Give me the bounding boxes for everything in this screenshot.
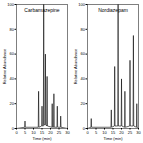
svg-text:20: 20 <box>81 101 86 106</box>
svg-text:60: 60 <box>10 51 15 56</box>
svg-text:25: 25 <box>57 130 62 135</box>
svg-text:30: 30 <box>65 130 70 135</box>
svg-text:0: 0 <box>86 130 89 135</box>
svg-text:30: 30 <box>136 130 141 135</box>
svg-text:100: 100 <box>7 2 14 7</box>
svg-text:0: 0 <box>12 126 15 131</box>
svg-text:80: 80 <box>81 27 86 32</box>
svg-text:60: 60 <box>81 51 86 56</box>
svg-text:15: 15 <box>111 130 116 135</box>
svg-text:40: 40 <box>81 76 86 81</box>
svg-text:Relative Abundance: Relative Abundance <box>2 48 7 84</box>
svg-text:Nordiazepam: Nordiazepam <box>98 7 128 13</box>
svg-text:20: 20 <box>48 130 53 135</box>
svg-text:20: 20 <box>119 130 124 135</box>
svg-text:20: 20 <box>10 101 15 106</box>
svg-text:5: 5 <box>95 130 98 135</box>
svg-text:Time (min): Time (min) <box>104 136 124 141</box>
svg-text:40: 40 <box>10 76 15 81</box>
svg-text:0: 0 <box>15 130 18 135</box>
svg-text:0: 0 <box>83 126 86 131</box>
svg-text:10: 10 <box>102 130 107 135</box>
svg-text:5: 5 <box>24 130 27 135</box>
svg-text:Relative Abundance: Relative Abundance <box>73 48 78 84</box>
svg-text:80: 80 <box>10 27 15 32</box>
svg-text:Carbamazepine: Carbamazepine <box>24 7 60 13</box>
svg-text:100: 100 <box>78 2 85 7</box>
svg-text:Time (min): Time (min) <box>33 136 53 141</box>
svg-text:15: 15 <box>40 130 45 135</box>
svg-text:10: 10 <box>31 130 36 135</box>
svg-text:25: 25 <box>128 130 133 135</box>
